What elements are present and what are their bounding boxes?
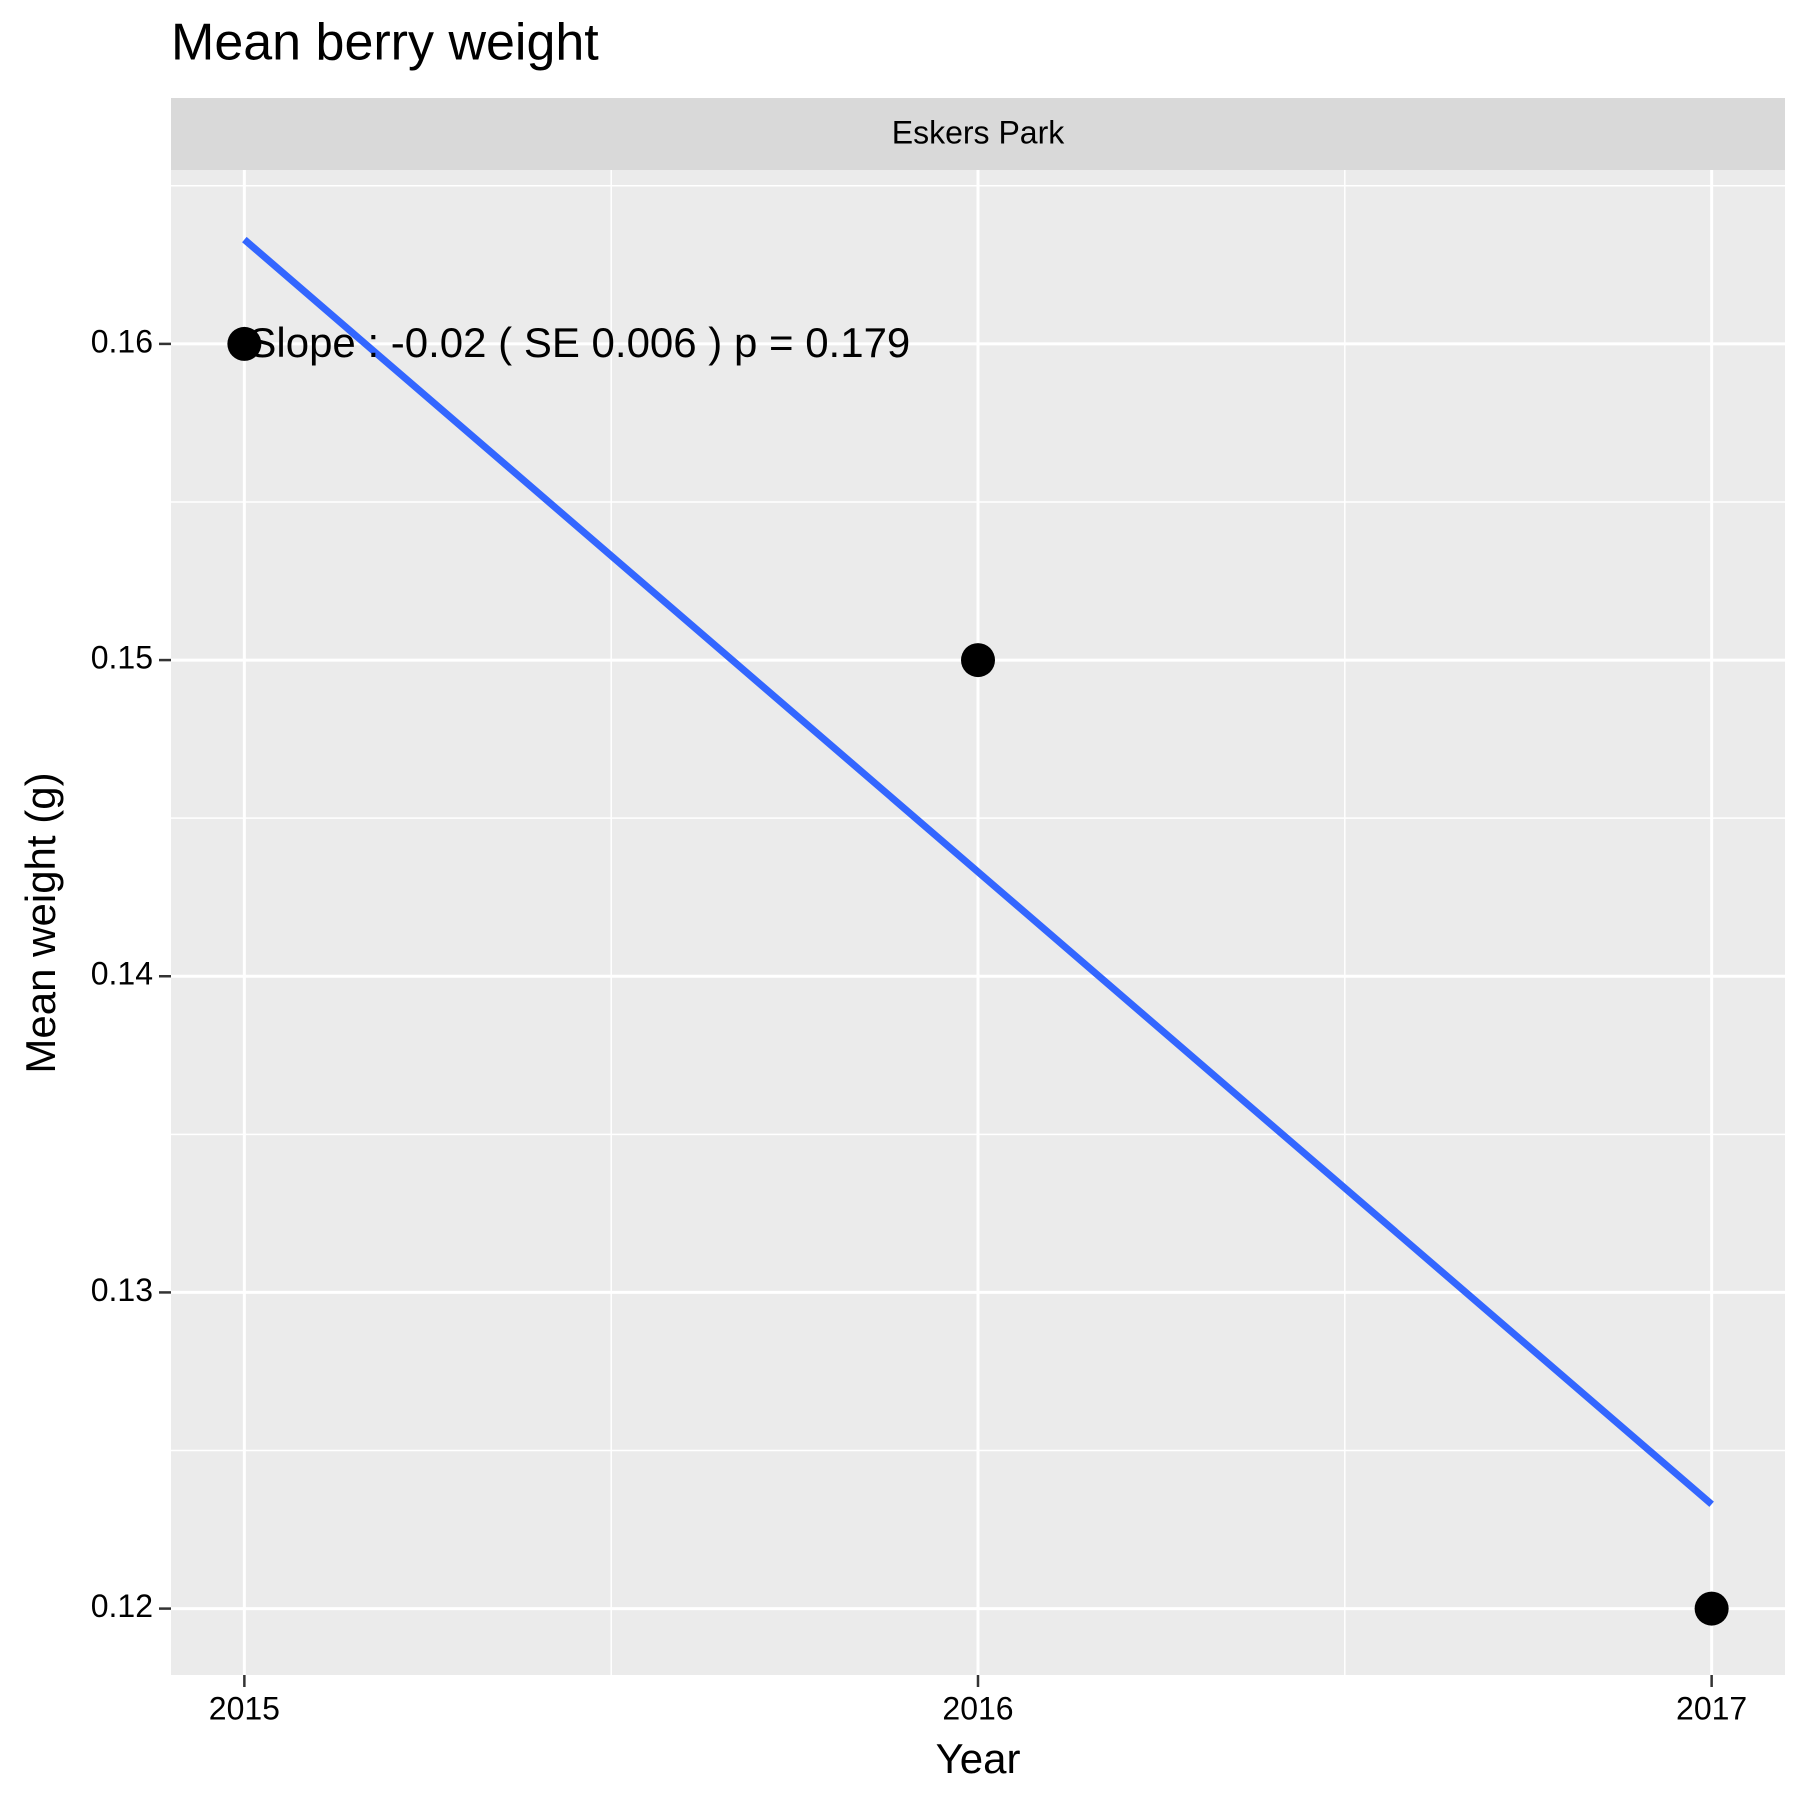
x-axis-label: Year xyxy=(936,1735,1021,1782)
point xyxy=(961,643,995,678)
y-axis-label: Mean weight (g) xyxy=(17,772,64,1073)
x-tick-label: 2017 xyxy=(1676,1690,1747,1726)
annotation: Slope : -0.02 ( SE 0.006 ) p = 0.179 xyxy=(248,319,910,366)
chart-title: Mean berry weight xyxy=(171,14,599,72)
y-tick-label: 0.12 xyxy=(91,1588,153,1624)
facet-strip xyxy=(171,98,1785,170)
point xyxy=(227,326,262,361)
grid xyxy=(171,170,1785,1675)
x-tick-label: 2015 xyxy=(209,1690,280,1726)
y-tick-label: 0.13 xyxy=(91,1272,153,1308)
trend-line xyxy=(242,236,1714,1507)
y-tick-label: 0.14 xyxy=(91,956,153,992)
y-tick-label: 0.16 xyxy=(91,323,153,359)
y-tick-label: 0.15 xyxy=(91,640,153,676)
point xyxy=(1694,1591,1729,1626)
facet-label: Eskers Park xyxy=(892,114,1065,150)
x-tick-label: 2016 xyxy=(942,1690,1013,1726)
marks: Slope : -0.02 ( SE 0.006 ) p = 0.179 xyxy=(227,236,1729,1626)
